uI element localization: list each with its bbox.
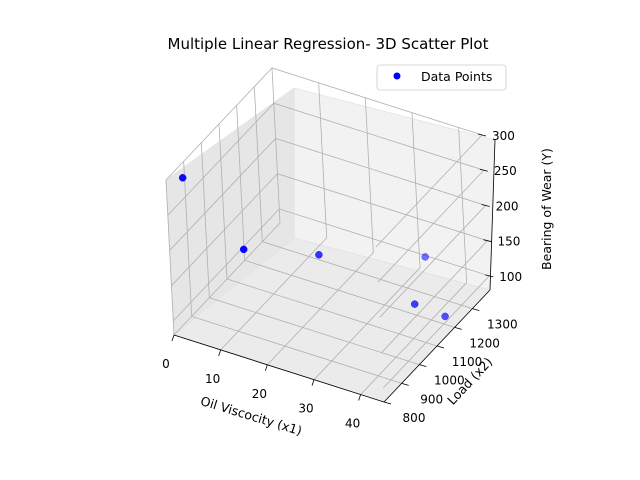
- chart-title: Multiple Linear Regression- 3D Scatter P…: [168, 35, 489, 53]
- z-axis-label: Bearing of Wear (Y): [539, 148, 554, 270]
- y-grid-line: [218, 123, 438, 347]
- y-tick: [419, 364, 427, 368]
- tick-marks: [171, 133, 494, 405]
- data-point: [410, 300, 419, 308]
- x-tick-label: 30: [298, 402, 313, 416]
- y-tick: [472, 308, 480, 312]
- y-tick: [383, 401, 392, 405]
- x-tick: [264, 364, 268, 371]
- z-grid-line: [165, 67, 483, 248]
- legend-label: Data Points: [421, 69, 492, 84]
- z-tick: [483, 239, 492, 243]
- y-tick-label: 1200: [469, 336, 500, 350]
- data-points: [178, 174, 449, 321]
- y-tick-label: 1100: [452, 355, 483, 369]
- data-point: [441, 312, 449, 321]
- y-tick-label: 800: [403, 411, 426, 425]
- z-tick-label: 150: [497, 235, 520, 249]
- y-grid-line: [253, 86, 473, 310]
- x-axis-line: [173, 334, 385, 403]
- x-tick: [218, 349, 222, 357]
- z-tick-label: 250: [494, 164, 517, 178]
- legend-marker: [393, 72, 401, 80]
- y-grid-line: [200, 142, 420, 366]
- z-tick-label: 200: [496, 199, 519, 213]
- z-tick: [485, 274, 494, 278]
- y-grid-line: [236, 105, 455, 328]
- y-tick-label: 900: [420, 392, 443, 406]
- x-tick-label: 20: [252, 387, 267, 401]
- x-tick-label: 10: [205, 372, 220, 386]
- legend: Data Points: [376, 64, 507, 91]
- x-tick: [311, 379, 315, 386]
- z-axis-line: [489, 139, 496, 291]
- z-grid-line: [172, 208, 491, 389]
- axes-panes: [165, 87, 496, 403]
- z-tick-label: 100: [499, 270, 522, 284]
- z-grid-line: [167, 102, 485, 283]
- data-point: [421, 253, 429, 261]
- z-grid-line: [171, 173, 489, 353]
- data-point: [178, 174, 187, 182]
- z-grid-line: [169, 137, 487, 318]
- x-tick: [171, 334, 175, 342]
- legend-box: [376, 64, 507, 91]
- tick-labels: 0 10 20 30 40 800 900 1000 1100 1200 1300 100 150 200…: [162, 129, 522, 431]
- x-tick-label: 40: [345, 417, 360, 431]
- z-tick: [479, 168, 488, 172]
- z-tick: [477, 133, 487, 137]
- z-tick-label: 300: [492, 129, 515, 143]
- y-tick: [454, 326, 462, 330]
- y-tick: [401, 382, 409, 386]
- z-tick: [481, 204, 490, 207]
- y-grid-line: [183, 161, 402, 384]
- y-tick-label: 1300: [487, 318, 518, 332]
- data-point: [239, 245, 248, 254]
- data-point: [315, 251, 323, 259]
- y-tick: [436, 345, 445, 349]
- x-tick: [358, 394, 362, 401]
- y-tick-label: 1000: [434, 374, 465, 388]
- x-tick-label: 0: [162, 357, 170, 371]
